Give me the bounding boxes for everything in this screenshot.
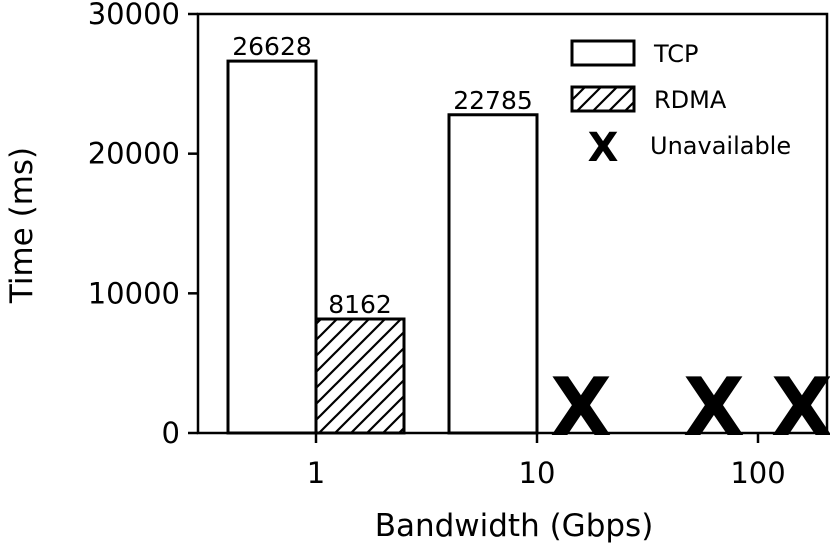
x-tick-label-0: 1 bbox=[307, 456, 325, 490]
bar-tcp-1 bbox=[226, 59, 318, 435]
unavailable-marker-rdma-100: X bbox=[771, 361, 830, 454]
x-tick-label-1: 10 bbox=[519, 456, 556, 490]
unavailable-marker-tcp-100: X bbox=[683, 361, 745, 454]
legend-label-rdma: RDMA bbox=[654, 86, 727, 114]
bar-tcp-10 bbox=[447, 113, 539, 435]
legend-unavailable-marker: X bbox=[588, 125, 619, 171]
legend-swatch-rdma bbox=[570, 85, 636, 113]
legend-label-tcp: TCP bbox=[653, 40, 698, 68]
data-label-rdma-1: 8162 bbox=[328, 290, 392, 319]
unavailable-marker-rdma-10: X bbox=[550, 361, 612, 454]
y-tick-label-3: 30000 bbox=[88, 0, 180, 31]
y-tick-label-0: 0 bbox=[162, 416, 180, 450]
data-label-tcp-10: 22785 bbox=[453, 86, 533, 115]
x-axis-label: Bandwidth (Gbps) bbox=[375, 508, 654, 544]
x-tick-label-2: 100 bbox=[730, 456, 785, 490]
data-label-tcp-1: 26628 bbox=[232, 32, 312, 61]
y-tick-label-1: 10000 bbox=[88, 276, 180, 310]
y-tick-label-2: 20000 bbox=[88, 137, 180, 171]
legend-label-unavailable: Unavailable bbox=[650, 132, 791, 160]
y-axis-label: Time (ms) bbox=[4, 147, 40, 304]
bar-rdma-1 bbox=[314, 317, 406, 435]
legend-swatch-tcp bbox=[570, 39, 636, 67]
legend: TCP RDMA X Unavailable bbox=[570, 39, 791, 171]
